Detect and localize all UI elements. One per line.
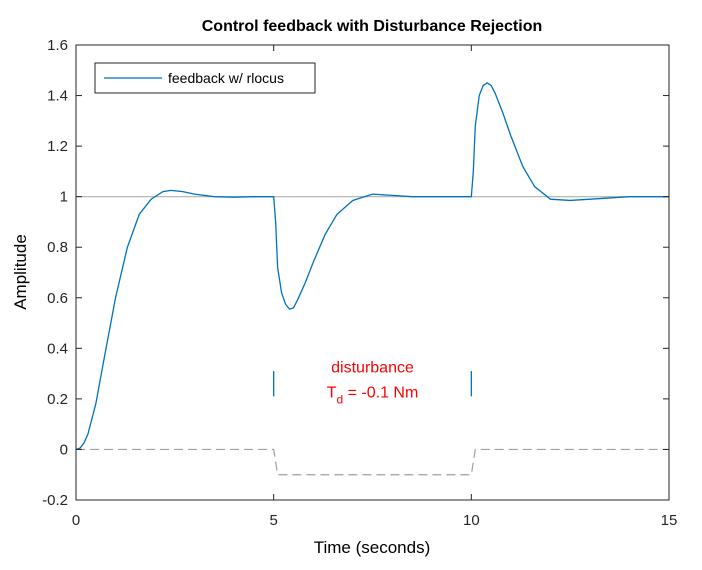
- y-tick-label: 1.2: [47, 138, 68, 155]
- legend-label: feedback w/ rlocus: [168, 70, 284, 86]
- y-tick-label: 0.6: [47, 290, 68, 307]
- x-axis-label: Time (seconds): [314, 538, 431, 557]
- y-tick-label: -0.2: [42, 492, 68, 509]
- x-tick-label: 15: [661, 512, 678, 529]
- y-tick-label: 1: [60, 189, 68, 206]
- annotation-disturbance: disturbance: [331, 359, 414, 376]
- y-tick-label: 1.4: [47, 88, 68, 105]
- x-tick-label: 5: [269, 512, 277, 529]
- chart-title: Control feedback with Disturbance Reject…: [202, 18, 543, 35]
- y-tick-label: 0: [60, 441, 68, 458]
- legend: feedback w/ rlocus: [94, 62, 316, 94]
- y-axis-label: Amplitude: [11, 234, 30, 310]
- y-tick-label: 0.2: [47, 391, 68, 408]
- series-line-disturbance-input: [76, 448, 669, 476]
- y-tick-label: 0.4: [47, 340, 68, 357]
- series-line-feedback: [75, 82, 669, 451]
- x-tick-label: 10: [463, 512, 480, 529]
- x-tick-label: 0: [72, 512, 80, 529]
- y-tick-label: 1.6: [47, 37, 68, 54]
- y-tick-label: 0.8: [47, 239, 68, 256]
- plot-area: [75, 44, 670, 501]
- annotation-torque: Td = -0.1 Nm: [327, 385, 419, 407]
